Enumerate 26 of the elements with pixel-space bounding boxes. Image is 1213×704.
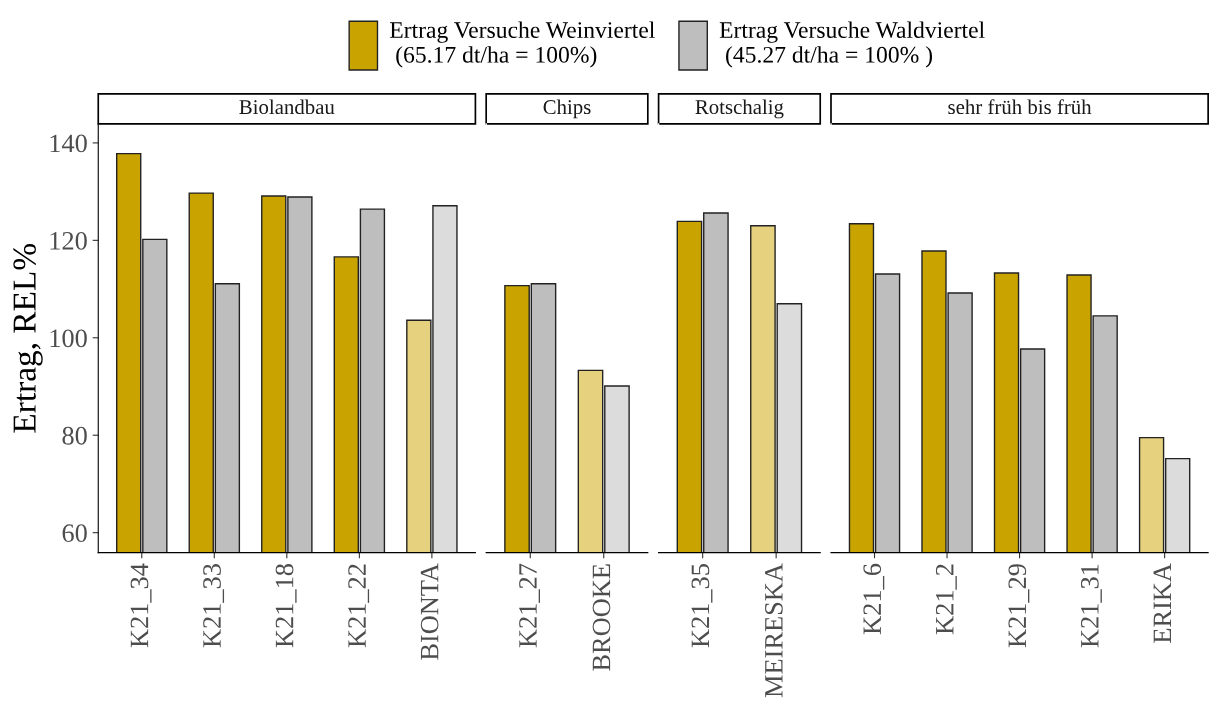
x-tick-label: MEIRESKA bbox=[765, 563, 783, 698]
x-tick-label: K21_31 bbox=[1080, 564, 1102, 648]
x-tick-label: K21_29 bbox=[1008, 564, 1030, 648]
x-tick-label: BIONTA bbox=[420, 563, 439, 660]
y-tick-label: 80 bbox=[62, 426, 87, 445]
x-tick-label: K21_2 bbox=[935, 564, 957, 635]
legend-label: Ertrag Versuche Waldviertel (45.27 dt/ha = 100% ) bbox=[719, 21, 985, 68]
x-tick-label: ERIKA bbox=[1153, 563, 1171, 643]
chart-title: sehr früh bis früh bbox=[948, 99, 1092, 115]
x-tick-label: K21_22 bbox=[348, 564, 370, 648]
x-tick-label: K21_33 bbox=[203, 564, 225, 648]
x-tick-label: BROOKE bbox=[592, 564, 611, 671]
y-tick-label: 60 bbox=[62, 524, 87, 543]
y-tick-label: 100 bbox=[50, 329, 87, 348]
y-tick-label: 120 bbox=[50, 231, 87, 250]
y-axis-title: Ertrag, REL% bbox=[13, 244, 43, 433]
legend-label: Ertrag Versuche Weinviertel (65.17 dt/ha = 100%) bbox=[389, 21, 655, 68]
x-tick-label: K21_27 bbox=[519, 563, 541, 648]
chart-title: Rotschalig bbox=[695, 99, 784, 119]
x-tick-label: K21_18 bbox=[275, 564, 297, 648]
y-tick-label: 140 bbox=[50, 134, 87, 153]
x-tick-label: K21_6 bbox=[863, 563, 885, 635]
x-tick-label: K21_34 bbox=[130, 563, 152, 648]
chart-title: Chips bbox=[543, 99, 591, 119]
x-tick-label: K21_35 bbox=[691, 564, 713, 648]
chart-title: Biolandbau bbox=[239, 99, 335, 115]
